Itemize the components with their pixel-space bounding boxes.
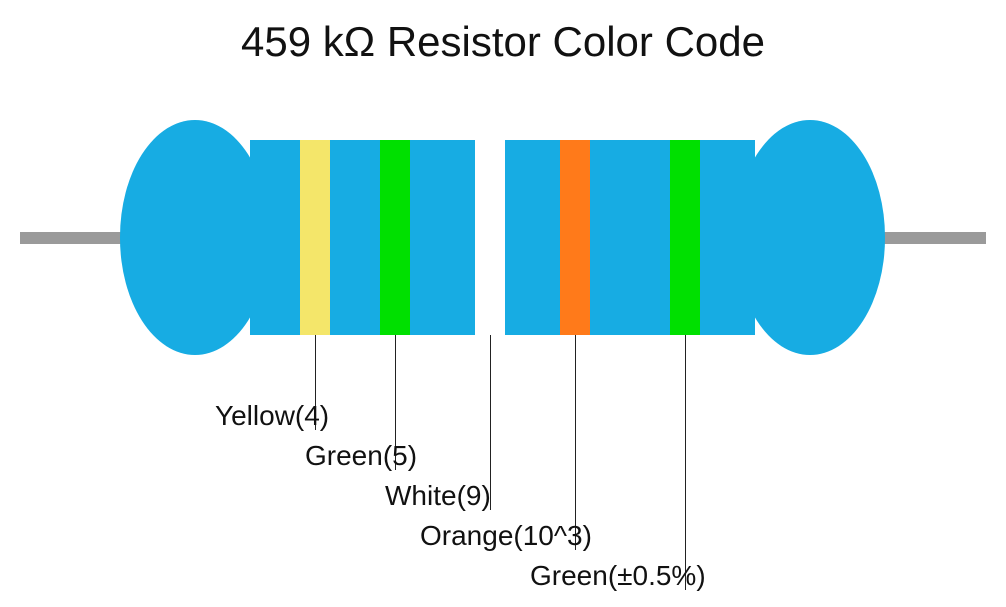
label-tolerance: Green(±0.5%) <box>530 560 706 592</box>
band-multiplier <box>560 140 590 335</box>
callout-line-multiplier <box>575 335 576 550</box>
diagram-title: 459 kΩ Resistor Color Code <box>0 18 1006 66</box>
label-digit1: Yellow(4) <box>215 400 329 432</box>
endcap-left <box>120 120 270 355</box>
band-digit1 <box>300 140 330 335</box>
label-digit2: Green(5) <box>305 440 417 472</box>
endcap-right <box>735 120 885 355</box>
band-digit2 <box>380 140 410 335</box>
resistor-diagram: 459 kΩ Resistor Color Code Yellow(4) Gre… <box>0 0 1006 607</box>
band-tolerance <box>670 140 700 335</box>
callout-line-tolerance <box>685 335 686 590</box>
band-digit3 <box>475 140 505 335</box>
label-digit3: White(9) <box>385 480 491 512</box>
label-multiplier: Orange(10^3) <box>420 520 592 552</box>
